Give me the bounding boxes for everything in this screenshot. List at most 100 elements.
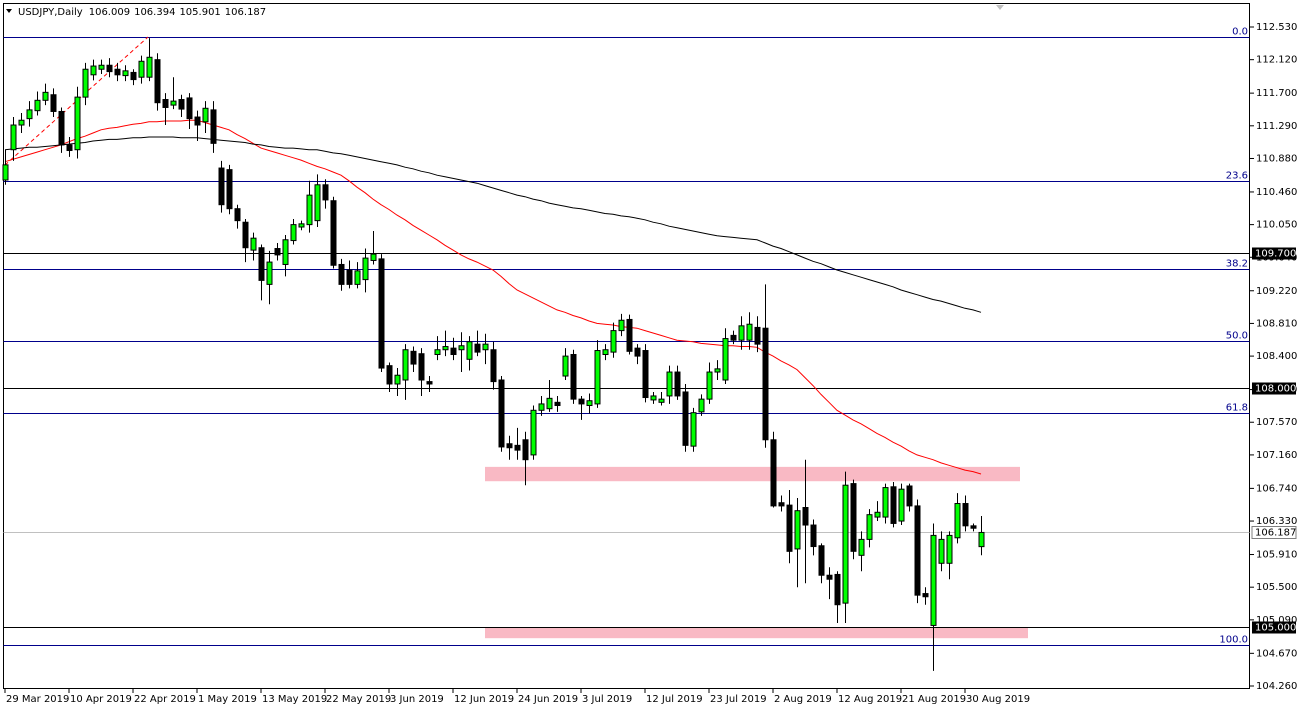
candle-body (226, 169, 233, 210)
candle-body (570, 354, 577, 400)
candle-body (538, 403, 545, 411)
x-tick-label: 29 Mar 2019 (6, 694, 69, 705)
candle-body (946, 534, 953, 564)
x-tick-label: 3 Jun 2019 (390, 694, 444, 705)
y-tick-label: 105.910 (1256, 550, 1297, 561)
y-tick-label: 107.160 (1256, 450, 1297, 461)
candle-body (402, 349, 409, 381)
candle-body (58, 110, 65, 146)
candle-body (754, 326, 761, 345)
candle-body (74, 96, 81, 151)
candle-body (786, 504, 793, 552)
candle-body (106, 64, 113, 73)
candle-body (458, 345, 465, 351)
candle-body (338, 263, 345, 285)
y-tick-label: 105.090 (1256, 615, 1297, 626)
header-close: 106.187 (225, 7, 266, 18)
x-tick-label: 12 Aug 2019 (838, 694, 902, 705)
candle-body (418, 353, 425, 381)
candle-body (810, 524, 817, 548)
candle-body (266, 261, 273, 285)
candle-body (562, 355, 569, 377)
candle-body (850, 483, 857, 552)
y-tick-label: 110.050 (1256, 220, 1297, 231)
candle-body (770, 439, 777, 507)
candle-body (826, 574, 833, 580)
candle-body (314, 184, 321, 222)
x-tick-label: 21 Aug 2019 (902, 694, 966, 705)
fib-label: 38.2 (1226, 259, 1248, 270)
candle-body (586, 400, 593, 407)
level-tag (1252, 247, 1296, 260)
candle-body (634, 347, 641, 357)
header: USDJPY,Daily 106.009 106.394 105.901 106.187 (18, 7, 266, 18)
candle-body (466, 341, 473, 360)
candle-body (618, 319, 625, 332)
candle-body (42, 91, 49, 101)
price-label: 106.187 (1255, 528, 1296, 539)
level-tag (1252, 382, 1296, 395)
candle-body (282, 239, 289, 265)
fib-label: 0.0 (1232, 27, 1248, 38)
candle-body (250, 237, 257, 251)
candle-body (914, 505, 921, 596)
x-tick-label: 30 Aug 2019 (966, 694, 1030, 705)
fib-label: 61.8 (1226, 403, 1248, 414)
axes: 112.530 112.120 111.700 111.290 110.880 110.4… (4, 22, 1297, 705)
x-tick-label: 10 Apr 2019 (70, 694, 132, 705)
price-tag (1251, 526, 1297, 539)
candle-body (498, 379, 505, 448)
fib-label: 23.6 (1226, 171, 1248, 182)
x-tick-label: 13 May 2019 (262, 694, 327, 705)
header-low: 105.901 (179, 7, 220, 18)
candle-body (650, 395, 657, 401)
y-tick-label: 107.570 (1256, 417, 1297, 428)
candle-body (722, 338, 729, 381)
candle-body (898, 488, 905, 522)
y-tick-label: 108.400 (1256, 351, 1297, 362)
candle-body (554, 401, 561, 407)
y-tick-label: 109.220 (1256, 286, 1297, 297)
candle-body (506, 443, 513, 449)
candle-body (746, 323, 753, 341)
candle-body (162, 99, 169, 108)
candle-body (258, 247, 265, 281)
candle-body (290, 224, 297, 242)
candle-body (354, 270, 361, 285)
candle-body (434, 349, 441, 356)
candles (2, 38, 985, 671)
candle-body (330, 200, 337, 266)
candle-body (306, 194, 313, 226)
candle-body (370, 253, 377, 261)
candle-body (26, 109, 33, 120)
candle-body (730, 334, 737, 341)
candle-body (794, 510, 801, 550)
shift-marker (996, 5, 1004, 10)
fib-label: 100.0 (1219, 635, 1248, 646)
candle-body (322, 184, 329, 201)
candle-body (242, 221, 249, 249)
candle-body (522, 439, 529, 461)
candle-body (922, 593, 929, 598)
candle-body (858, 538, 865, 556)
moving-average (4, 119, 982, 475)
x-tick-label: 12 Jul 2019 (646, 694, 703, 705)
y-tick-label: 106.740 (1256, 483, 1297, 494)
candle-body (962, 503, 969, 527)
header-high: 106.394 (134, 7, 175, 18)
candle-body (298, 223, 305, 228)
y-tick-label: 108.810 (1256, 318, 1297, 329)
candle-body (394, 374, 401, 385)
candle-body (146, 56, 153, 78)
candle-body (626, 318, 633, 352)
menu-arrow[interactable] (6, 9, 12, 13)
candle-body (978, 531, 985, 548)
fib-trendline (4, 36, 149, 166)
candle-body (130, 71, 137, 81)
support-zone (485, 627, 1028, 639)
y-tick-label: 111.700 (1256, 88, 1297, 99)
candle-body (50, 94, 57, 112)
y-tick-label: 110.880 (1256, 153, 1297, 164)
candle-body (386, 365, 393, 385)
